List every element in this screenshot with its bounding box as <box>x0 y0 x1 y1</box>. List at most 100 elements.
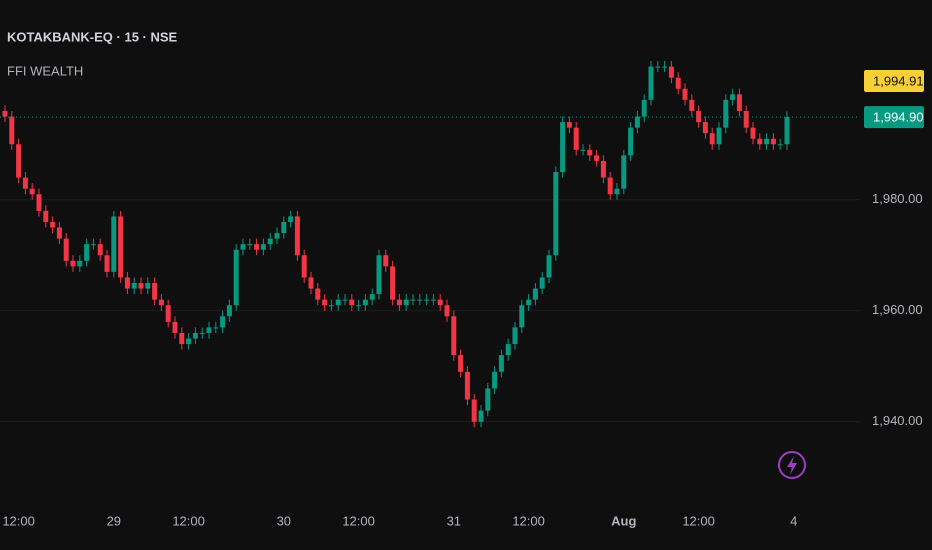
candle-body <box>16 144 22 178</box>
candle-body <box>532 288 538 300</box>
candle-body <box>689 99 695 111</box>
candle-body <box>655 66 661 68</box>
candle-body <box>390 266 396 300</box>
candle-body <box>97 244 103 256</box>
candle-body <box>328 305 334 307</box>
candle-body <box>213 327 219 329</box>
candle-body <box>600 160 606 178</box>
candle-body <box>444 305 450 317</box>
price-marker-badge <box>864 70 924 93</box>
candle-body <box>492 371 498 389</box>
candle-body <box>682 88 688 100</box>
candle-body <box>247 244 253 246</box>
candle-body <box>512 327 518 345</box>
alert-icon[interactable] <box>778 451 806 479</box>
candle-body <box>118 216 124 278</box>
candle-body <box>478 410 484 422</box>
candle-body <box>648 66 654 100</box>
candle-body <box>206 327 212 333</box>
candle-body <box>784 117 790 145</box>
candle-body <box>56 227 62 239</box>
y-tick-label: 1,980.00 <box>872 191 923 206</box>
candle-body <box>63 238 69 261</box>
candle-body <box>131 283 137 289</box>
x-tick-label: 30 <box>277 513 291 528</box>
candle-body <box>70 260 76 267</box>
candle-body <box>614 188 620 195</box>
y-tick-label: 1,940.00 <box>872 413 923 428</box>
candle-body <box>138 283 144 289</box>
candle-body <box>621 155 627 189</box>
candle-body <box>396 299 402 306</box>
candle-body <box>519 305 525 328</box>
candle-body <box>111 216 117 272</box>
candle-body <box>186 338 192 345</box>
chart-subtitle: FFI WEALTH <box>7 63 83 78</box>
candle-body <box>566 122 572 128</box>
candle-body <box>770 138 776 145</box>
candle-body <box>471 399 477 422</box>
candle-body <box>641 99 647 117</box>
candle-body <box>226 305 232 317</box>
candle-body <box>179 332 185 345</box>
candle-body <box>498 355 504 372</box>
candle-body <box>505 344 511 356</box>
candle-body <box>267 238 273 245</box>
candle-body <box>362 299 368 306</box>
candle-body <box>696 110 702 123</box>
candle-body <box>220 316 226 328</box>
candle-body <box>526 299 532 306</box>
last-price-badge <box>864 106 924 129</box>
candle-body <box>668 66 674 78</box>
candle-body <box>560 122 566 173</box>
candle-body <box>77 260 83 267</box>
candle-body <box>723 99 729 128</box>
x-tick-label: 12:00 <box>172 513 205 528</box>
candle-body <box>539 277 545 289</box>
candle-body <box>716 127 722 145</box>
candle-body <box>777 144 783 146</box>
x-tick-label: Aug <box>611 513 636 528</box>
candle-body <box>308 277 314 289</box>
candle-body <box>553 172 559 256</box>
y-tick-label: 1,960.00 <box>872 302 923 317</box>
candle-body <box>192 332 198 339</box>
candle-body <box>84 244 90 261</box>
candle-body <box>260 244 266 250</box>
candle-body <box>736 94 742 111</box>
last-price-label: 1,994.90 <box>873 110 924 125</box>
candle-body <box>301 255 307 278</box>
candle-body <box>709 133 715 145</box>
candle-body <box>233 249 239 306</box>
candle-body <box>356 305 362 307</box>
candle-body <box>281 221 287 234</box>
candle-body <box>485 388 491 411</box>
candle-body <box>315 288 321 300</box>
candle-body <box>757 138 763 145</box>
candle-body <box>322 299 328 306</box>
candle-body <box>743 110 749 128</box>
x-tick-label: 31 <box>447 513 461 528</box>
candle-body <box>2 110 8 117</box>
candle-body <box>165 305 171 322</box>
candle-body <box>199 332 205 334</box>
candle-body <box>437 299 443 306</box>
candle-body <box>750 127 756 139</box>
x-tick-label: 12:00 <box>512 513 545 528</box>
candle-body <box>634 116 640 128</box>
x-tick-label: 12:00 <box>2 513 35 528</box>
candle-body <box>464 371 470 400</box>
alert-circle[interactable] <box>778 451 806 479</box>
candle-body <box>369 294 375 300</box>
candle-body <box>254 244 260 250</box>
alert-bolt[interactable] <box>787 456 797 475</box>
x-tick-label: 12:00 <box>682 513 715 528</box>
candle-body <box>383 255 389 267</box>
candle-body <box>417 299 423 301</box>
candle-body <box>152 283 158 300</box>
candle-body <box>458 355 464 372</box>
candle-body <box>424 299 430 301</box>
candle-body <box>158 299 164 306</box>
candle-body <box>628 127 634 156</box>
